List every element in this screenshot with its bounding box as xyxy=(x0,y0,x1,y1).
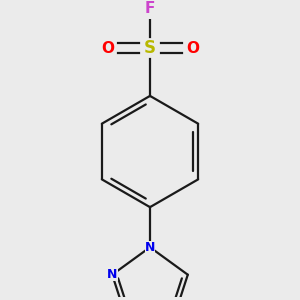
Text: O: O xyxy=(186,41,199,56)
Text: S: S xyxy=(144,39,156,57)
Text: O: O xyxy=(101,41,114,56)
Text: F: F xyxy=(145,1,155,16)
Text: N: N xyxy=(107,268,117,281)
Text: N: N xyxy=(145,241,155,254)
